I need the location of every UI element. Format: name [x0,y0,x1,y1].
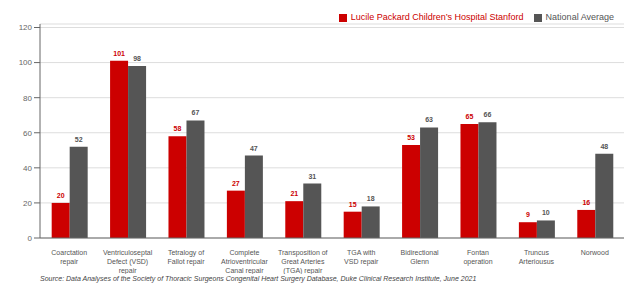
svg-text:20: 20 [57,192,65,199]
svg-text:20: 20 [23,199,32,208]
svg-text:120: 120 [19,23,33,32]
svg-text:67: 67 [192,109,200,116]
svg-text:TGA withVSD repair: TGA withVSD repair [344,249,379,266]
svg-text:TruncusArteriousus: TruncusArteriousus [519,249,555,265]
svg-text:65: 65 [466,113,474,120]
svg-text:40: 40 [23,164,32,173]
svg-text:31: 31 [308,173,316,180]
html-text:Lucile Packard Children’s Hosp: Lucile Packard Children’s Hospital Stanf… [350,12,524,22]
svg-text:Norwood: Norwood [581,249,609,256]
svg-text:Fontanoperation: Fontanoperation [463,249,492,266]
svg-text:27: 27 [232,180,240,187]
svg-text:Transposition ofGreat Arteries: Transposition ofGreat Arteries(TGA) repa… [278,249,328,274]
svg-text:VentriculoseptalDefect (VSD)re: VentriculoseptalDefect (VSD)repair [103,249,153,274]
svg-text:53: 53 [407,134,415,141]
svg-text:0: 0 [28,234,33,243]
svg-text:CompleteAtrioventricularCanal: CompleteAtrioventricularCanal repair [221,249,268,274]
svg-text:Coarctationrepair: Coarctationrepair [51,249,87,266]
html-text:Source: Data Analyses of the S: Source: Data Analyses of the Society of … [40,275,477,282]
svg-text:BidirectionalGlenn: BidirectionalGlenn [401,249,440,265]
svg-text:63: 63 [425,116,433,123]
svg-text:98: 98 [133,55,141,62]
svg-text:52: 52 [75,136,83,143]
svg-text:15: 15 [349,201,357,208]
svg-text:60: 60 [23,129,32,138]
svg-text:48: 48 [600,143,608,150]
svg-text:80: 80 [23,94,32,103]
svg-text:16: 16 [582,199,590,206]
svg-text:10: 10 [542,209,550,216]
svg-text:66: 66 [484,111,492,118]
svg-text:21: 21 [290,190,298,197]
svg-text:101: 101 [113,50,125,57]
svg-text:100: 100 [19,58,33,67]
svg-text:Tetralogy ofFallot repair: Tetralogy ofFallot repair [168,249,206,266]
svg-text:9: 9 [526,211,530,218]
svg-text:18: 18 [367,195,375,202]
svg-text:58: 58 [174,125,182,132]
html-text:National Average: National Average [545,12,614,22]
svg-text:47: 47 [250,145,258,152]
